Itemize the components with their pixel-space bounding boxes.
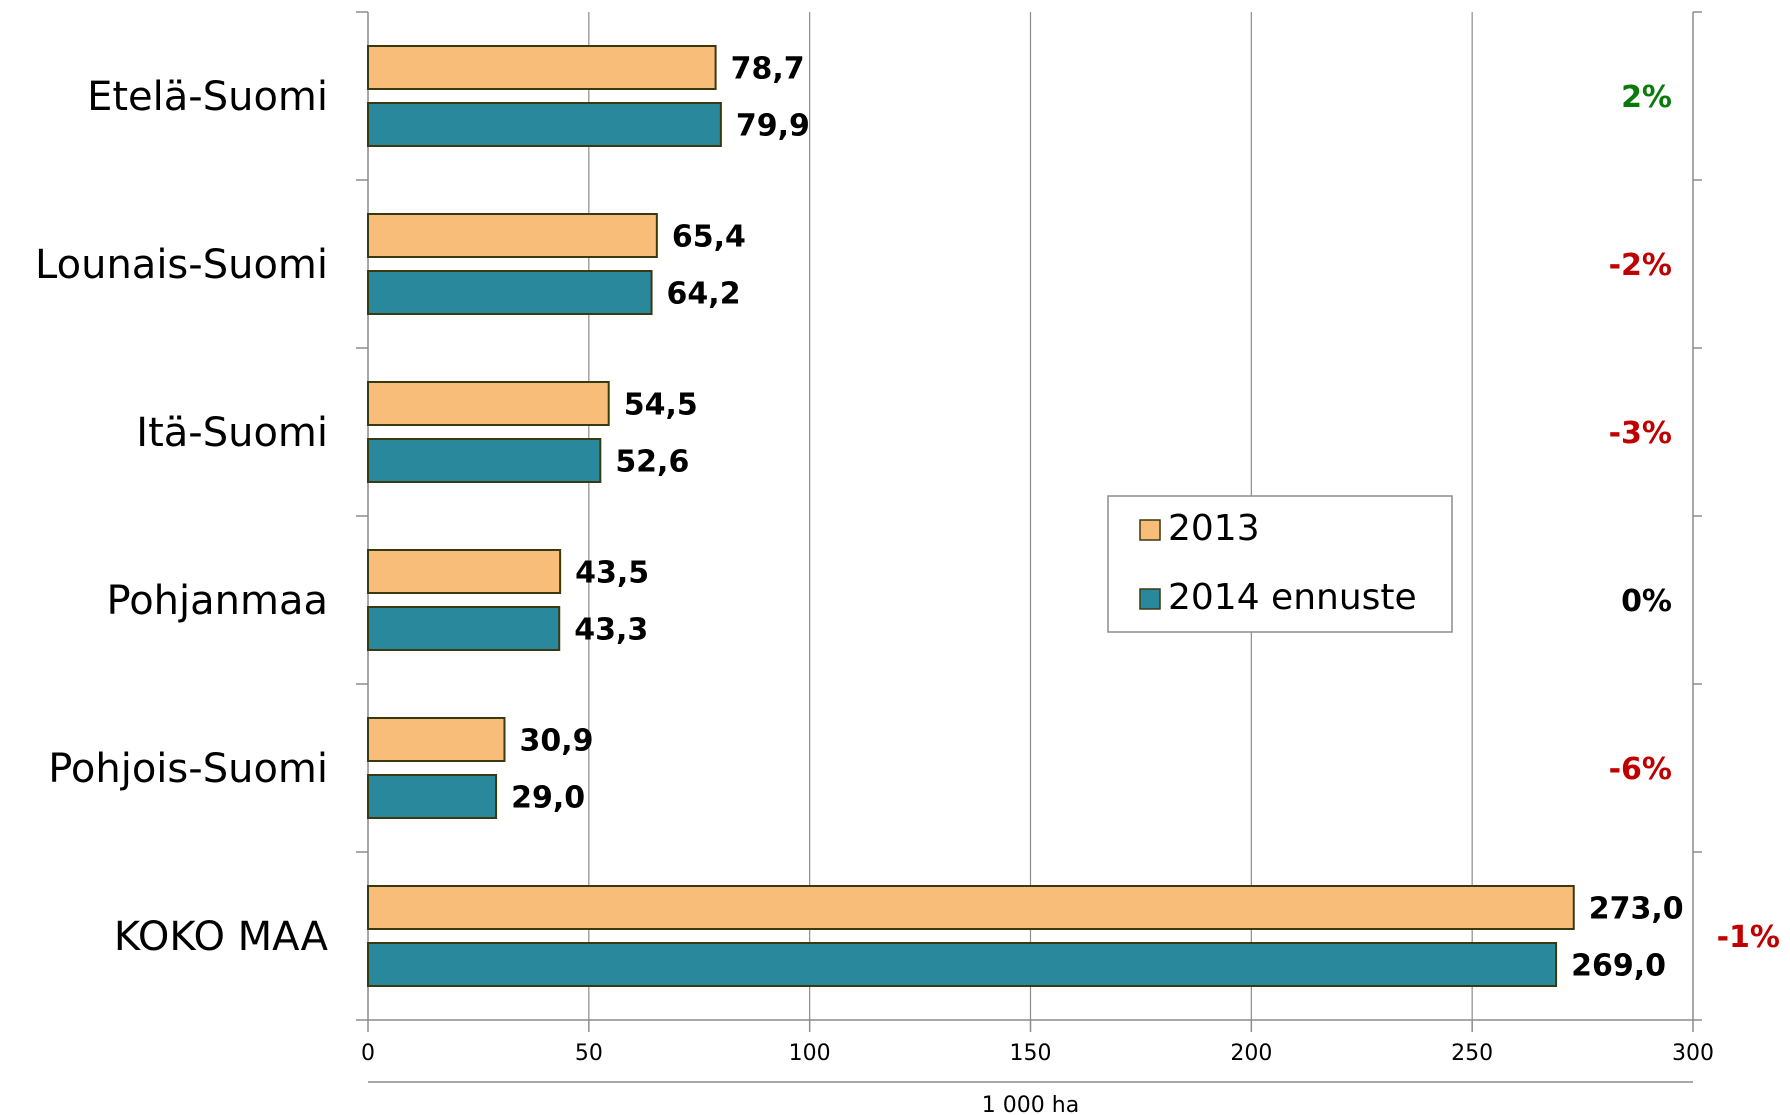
category-label-koko-maa: KOKO MAA [114,914,329,960]
category-label-pohjanmaa: Pohjanmaa [107,578,328,624]
legend-swatch-2014-ennuste [1139,588,1161,610]
bar-2014-ennuste-koko-maa [367,942,1558,987]
x-tick-label-200: 200 [1230,1041,1272,1066]
change-label-pohjanmaa: 0% [1621,584,1672,619]
change-label-lounais-suomi: -2% [1609,248,1672,283]
gridlines [588,12,1473,1020]
bar-2013-lounais-suomi [367,213,658,258]
value-label-2013-lounais-suomi: 65,4 [672,220,746,255]
legend-label-2014-ennuste: 2014 ennuste [1168,577,1417,618]
labels: Etelä-Suomi 78,7 79,9 2% Lounais-Suomi 65,4 64… [35,52,1780,984]
bar-2014-ennuste-pohjanmaa [367,606,561,651]
bar-2014-ennuste-pohjois-suomi [367,774,498,819]
value-label-2014-ennuste-etel-suomi: 79,9 [736,109,810,144]
category-label-lounais-suomi: Lounais-Suomi [35,242,328,288]
x-tick-label-300: 300 [1672,1041,1714,1066]
category-label-pohjois-suomi: Pohjois-Suomi [48,746,328,792]
bar-2013-pohjanmaa [367,549,562,594]
x-tick-label-150: 150 [1010,1041,1052,1066]
bar-2013-it-suomi [367,381,610,426]
value-label-2014-ennuste-it-suomi: 52,6 [615,445,689,480]
change-label-koko-maa: -1% [1717,920,1780,955]
legend: 2013 2014 ennuste [1107,495,1453,633]
value-label-2014-ennuste-lounais-suomi: 64,2 [667,277,741,312]
value-label-2014-ennuste-koko-maa: 269,0 [1571,949,1666,984]
change-label-etel-suomi: 2% [1621,80,1672,115]
bars [367,45,1575,987]
value-label-2013-pohjois-suomi: 30,9 [519,724,593,759]
bar-2014-ennuste-lounais-suomi [367,270,653,315]
bar-2013-koko-maa [367,885,1575,930]
category-label-it-suomi: Itä-Suomi [136,410,328,456]
change-label-pohjois-suomi: -6% [1609,752,1672,787]
bar-2013-pohjois-suomi [367,717,506,762]
value-label-2013-koko-maa: 273,0 [1589,892,1684,927]
x-tick-label-50: 50 [575,1041,603,1066]
x-tick-label-100: 100 [789,1041,831,1066]
value-label-2014-ennuste-pohjois-suomi: 29,0 [511,781,585,816]
legend-label-2013: 2013 [1168,508,1260,549]
bar-2014-ennuste-etel-suomi [367,102,722,147]
x-tick-label-0: 0 [361,1041,375,1066]
x-axis-title: 1 000 ha [982,1093,1079,1115]
value-label-2013-it-suomi: 54,5 [624,388,698,423]
value-label-2014-ennuste-pohjanmaa: 43,3 [574,613,648,648]
bar-2014-ennuste-it-suomi [367,438,602,483]
change-label-it-suomi: -3% [1609,416,1672,451]
legend-box [1107,495,1453,633]
legend-swatch-2013 [1139,519,1161,541]
value-label-2013-pohjanmaa: 43,5 [575,556,649,591]
category-label-etel-suomi: Etelä-Suomi [87,74,328,120]
bar-2013-etel-suomi [367,45,717,90]
axes: 0 50 100 150 200 250 300 1 000 ha [356,11,1714,1115]
x-tick-label-250: 250 [1451,1041,1493,1066]
value-label-2013-etel-suomi: 78,7 [731,52,805,87]
